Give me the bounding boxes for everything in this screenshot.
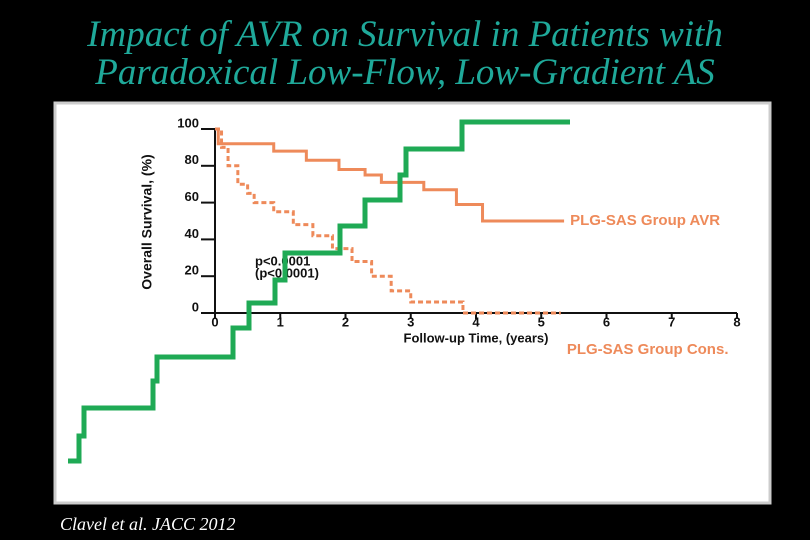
legend-label: PLG-SAS Group Cons.	[567, 341, 729, 358]
x-tick-label: 5	[538, 314, 545, 329]
x-tick-label: 4	[472, 314, 480, 329]
title: Impact of AVR on Survival in Patients wi…	[87, 14, 723, 55]
y-tick-label: 20	[185, 263, 199, 278]
source: Clavel et al. JACC 2012	[60, 514, 236, 534]
y-tick-label: 40	[185, 226, 199, 241]
x-tick-label: 0	[211, 314, 218, 329]
x-tick-label: 1	[277, 314, 284, 329]
survival-line	[215, 127, 561, 315]
x-tick-label: 8	[733, 314, 740, 329]
x-tick-label: 7	[668, 314, 675, 329]
y-axis-label: Overall Survival, (%)	[139, 154, 155, 289]
legend-label: PLG-SAS Group AVR	[570, 212, 720, 229]
x-tick-label: 6	[603, 314, 610, 329]
x-tick-label: 2	[342, 314, 349, 329]
survival-line	[215, 127, 565, 223]
decorative-line	[68, 119, 570, 464]
y-tick-label: 60	[185, 189, 199, 204]
x-axis-label: Follow-up Time, (years)	[404, 330, 549, 345]
y-tick-label: 80	[185, 152, 199, 167]
title: Paradoxical Low-Flow, Low-Gradient AS	[95, 52, 715, 93]
y-tick-label: 0	[192, 299, 199, 314]
y-tick-label: 100	[177, 115, 199, 130]
x-tick-label: 3	[407, 314, 414, 329]
